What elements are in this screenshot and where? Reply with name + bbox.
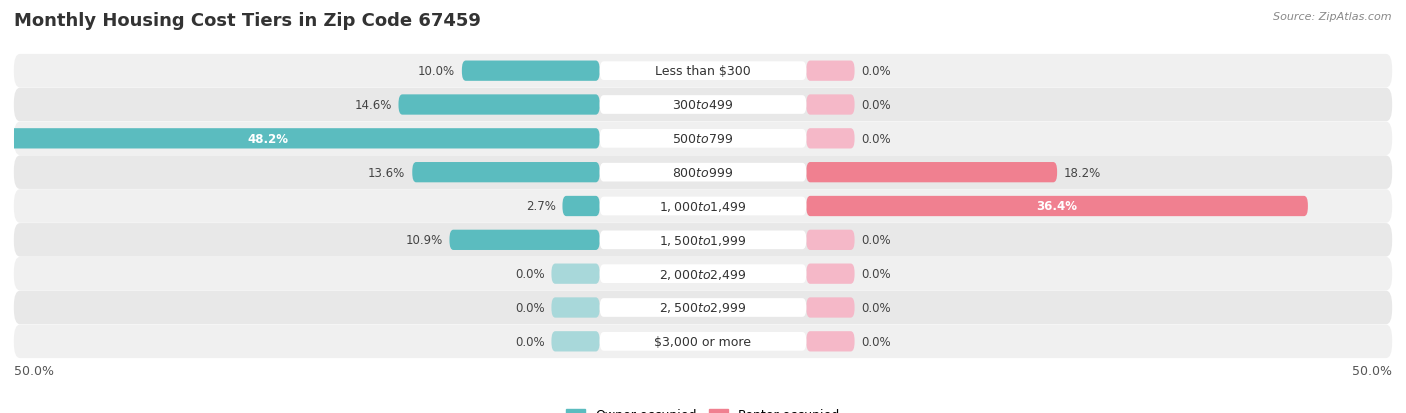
Text: $3,000 or more: $3,000 or more xyxy=(655,335,751,348)
FancyBboxPatch shape xyxy=(599,62,807,81)
FancyBboxPatch shape xyxy=(807,163,1057,183)
FancyBboxPatch shape xyxy=(807,264,855,284)
FancyBboxPatch shape xyxy=(551,264,599,284)
Text: 0.0%: 0.0% xyxy=(862,268,891,280)
Text: 48.2%: 48.2% xyxy=(247,133,288,145)
Text: 0.0%: 0.0% xyxy=(862,133,891,145)
FancyBboxPatch shape xyxy=(14,325,1392,358)
FancyBboxPatch shape xyxy=(807,298,855,318)
Text: 18.2%: 18.2% xyxy=(1064,166,1101,179)
FancyBboxPatch shape xyxy=(599,164,807,182)
Text: 50.0%: 50.0% xyxy=(14,364,53,377)
FancyBboxPatch shape xyxy=(14,88,1392,122)
Text: 0.0%: 0.0% xyxy=(862,65,891,78)
Text: $800 to $999: $800 to $999 xyxy=(672,166,734,179)
Text: 2.7%: 2.7% xyxy=(526,200,555,213)
Text: Source: ZipAtlas.com: Source: ZipAtlas.com xyxy=(1274,12,1392,22)
FancyBboxPatch shape xyxy=(0,129,599,149)
Text: 13.6%: 13.6% xyxy=(368,166,405,179)
FancyBboxPatch shape xyxy=(807,129,855,149)
FancyBboxPatch shape xyxy=(807,196,1308,217)
Text: 14.6%: 14.6% xyxy=(354,99,392,112)
FancyBboxPatch shape xyxy=(450,230,599,250)
FancyBboxPatch shape xyxy=(562,196,599,217)
FancyBboxPatch shape xyxy=(599,231,807,249)
FancyBboxPatch shape xyxy=(599,299,807,317)
Text: $1,500 to $1,999: $1,500 to $1,999 xyxy=(659,233,747,247)
FancyBboxPatch shape xyxy=(398,95,599,115)
FancyBboxPatch shape xyxy=(551,331,599,351)
Text: 50.0%: 50.0% xyxy=(1353,364,1392,377)
Legend: Owner-occupied, Renter-occupied: Owner-occupied, Renter-occupied xyxy=(561,404,845,413)
FancyBboxPatch shape xyxy=(14,122,1392,156)
FancyBboxPatch shape xyxy=(14,257,1392,291)
Text: Monthly Housing Cost Tiers in Zip Code 67459: Monthly Housing Cost Tiers in Zip Code 6… xyxy=(14,12,481,30)
FancyBboxPatch shape xyxy=(599,96,807,114)
FancyBboxPatch shape xyxy=(14,223,1392,257)
Text: 0.0%: 0.0% xyxy=(515,335,544,348)
FancyBboxPatch shape xyxy=(599,265,807,283)
FancyBboxPatch shape xyxy=(14,55,1392,88)
FancyBboxPatch shape xyxy=(807,62,855,82)
Text: 0.0%: 0.0% xyxy=(862,335,891,348)
Text: 0.0%: 0.0% xyxy=(862,301,891,314)
Text: $300 to $499: $300 to $499 xyxy=(672,99,734,112)
FancyBboxPatch shape xyxy=(599,197,807,216)
Text: $500 to $799: $500 to $799 xyxy=(672,133,734,145)
FancyBboxPatch shape xyxy=(14,291,1392,325)
FancyBboxPatch shape xyxy=(461,62,599,82)
FancyBboxPatch shape xyxy=(14,190,1392,223)
FancyBboxPatch shape xyxy=(14,156,1392,190)
Text: 0.0%: 0.0% xyxy=(515,268,544,280)
FancyBboxPatch shape xyxy=(599,130,807,148)
FancyBboxPatch shape xyxy=(807,331,855,351)
Text: $1,000 to $1,499: $1,000 to $1,499 xyxy=(659,199,747,214)
Text: $2,500 to $2,999: $2,500 to $2,999 xyxy=(659,301,747,315)
FancyBboxPatch shape xyxy=(412,163,599,183)
FancyBboxPatch shape xyxy=(551,298,599,318)
FancyBboxPatch shape xyxy=(807,95,855,115)
Text: 10.9%: 10.9% xyxy=(405,234,443,247)
Text: 0.0%: 0.0% xyxy=(862,99,891,112)
Text: 0.0%: 0.0% xyxy=(515,301,544,314)
Text: Less than $300: Less than $300 xyxy=(655,65,751,78)
Text: $2,000 to $2,499: $2,000 to $2,499 xyxy=(659,267,747,281)
FancyBboxPatch shape xyxy=(599,332,807,351)
Text: 0.0%: 0.0% xyxy=(862,234,891,247)
Text: 10.0%: 10.0% xyxy=(418,65,456,78)
Text: 36.4%: 36.4% xyxy=(1036,200,1077,213)
FancyBboxPatch shape xyxy=(807,230,855,250)
